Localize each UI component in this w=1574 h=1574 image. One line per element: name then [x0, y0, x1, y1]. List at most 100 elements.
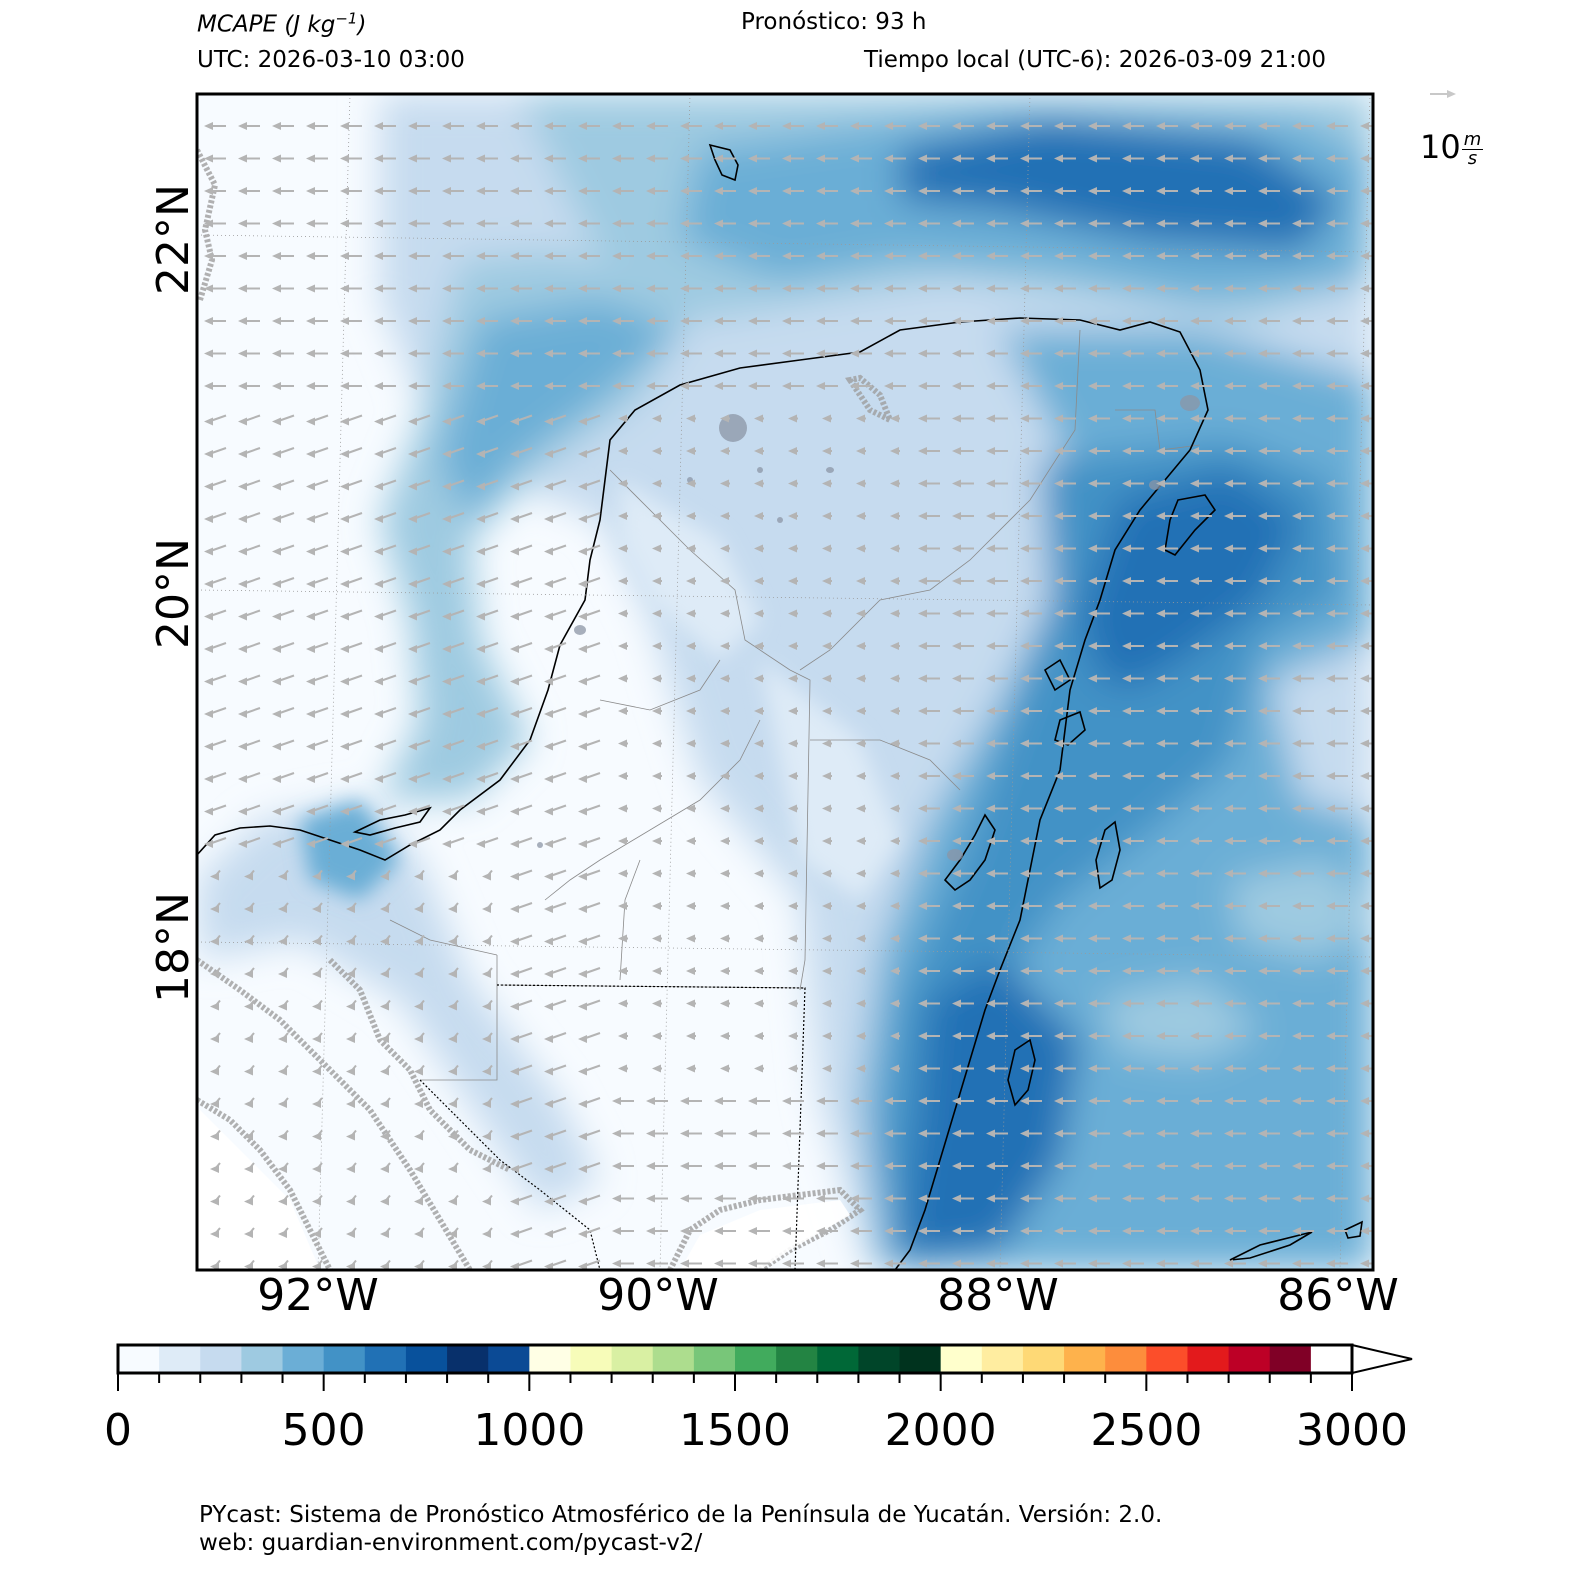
wind-arrow	[1292, 187, 1314, 195]
wind-arrow	[1088, 187, 1110, 195]
wind-arrow	[1190, 967, 1212, 975]
wind-arrow	[1156, 837, 1178, 845]
wind-arrow	[652, 479, 662, 488]
wind-arrow	[720, 902, 730, 910]
wind-arrow	[986, 1129, 1008, 1138]
wind-arrow	[306, 512, 329, 523]
wind-arrow	[782, 1259, 804, 1268]
wind-arrow	[720, 1032, 730, 1040]
wind-arrow	[1156, 284, 1178, 293]
wind-arrow	[850, 317, 872, 325]
wind-arrow	[720, 1064, 730, 1073]
wind-arrow	[788, 804, 798, 813]
wind-arrow	[1020, 804, 1042, 813]
wind-arrow	[408, 154, 430, 163]
wind-arrow	[1190, 1064, 1212, 1073]
wind-arrow	[1292, 447, 1314, 455]
wind-arrow	[618, 934, 628, 943]
wind-arrow	[652, 772, 662, 780]
wind-arrow	[1360, 1162, 1373, 1170]
wind-arrow	[408, 219, 430, 228]
wind-arrow	[952, 804, 974, 813]
wind-arrow	[652, 837, 662, 845]
wind-arrow	[442, 609, 465, 621]
wind-arrow	[720, 447, 730, 455]
wind-arrow	[782, 382, 804, 390]
wind-arrow	[544, 544, 567, 556]
wind-arrow	[312, 999, 323, 1011]
wind-arrow	[306, 577, 329, 588]
wind-arrow	[340, 187, 362, 195]
wind-arrow	[1224, 1162, 1246, 1170]
wind-arrow	[1020, 349, 1042, 358]
wind-arrow	[1122, 577, 1144, 585]
wind-arrow	[686, 999, 696, 1008]
wind-arrow	[1258, 317, 1280, 325]
wind-arrow	[1326, 479, 1348, 488]
wind-arrow	[788, 544, 798, 553]
wind-arrow	[1054, 837, 1076, 845]
wind-arrow	[1224, 772, 1246, 780]
wind-arrow	[850, 1259, 872, 1268]
wind-arrow	[952, 837, 974, 845]
wind-arrow	[380, 1032, 391, 1043]
wind-arrow	[1360, 609, 1373, 618]
wind-arrow	[1360, 1227, 1373, 1235]
wind-arrow	[618, 642, 628, 650]
wind-arrow	[822, 1032, 832, 1040]
wind-arrow	[680, 219, 702, 228]
wind-arrow	[680, 187, 702, 195]
wind-arrow	[544, 577, 567, 588]
colorbar-segment	[981, 1345, 1024, 1373]
wind-arrow	[1258, 804, 1280, 813]
wind-arrow	[1258, 252, 1280, 260]
wind-arrow	[646, 252, 668, 260]
wind-arrow	[1190, 609, 1212, 618]
wind-arrow	[204, 707, 227, 718]
wind-arrow	[306, 447, 329, 458]
wind-arrow	[1054, 1097, 1076, 1105]
wind-arrow	[986, 479, 1008, 488]
wind-arrow	[1190, 902, 1212, 910]
wind-arrow	[578, 382, 600, 390]
lat-label-20n: 20°N	[147, 538, 199, 649]
wind-arrow	[238, 122, 260, 130]
wind-arrow	[1360, 1064, 1373, 1073]
wind-arrow	[278, 967, 289, 978]
colorbar-tick-label: 1500	[679, 1405, 791, 1456]
wind-arrow	[1224, 739, 1246, 748]
wind-arrow	[476, 219, 498, 228]
colorbar-segment	[735, 1345, 777, 1373]
wind-arrow	[788, 869, 798, 878]
wind-arrow	[374, 544, 397, 556]
wind-arrow	[884, 252, 906, 260]
wind-arrow	[720, 609, 730, 618]
wind-arrow	[476, 122, 498, 130]
wind-arrow	[986, 577, 1008, 585]
wind-arrow	[346, 869, 357, 881]
wind-arrow	[510, 1259, 533, 1270]
wind-arrow	[782, 154, 804, 163]
wind-arrow	[720, 934, 730, 943]
wind-arrow	[238, 544, 261, 556]
wind-arrow	[1292, 934, 1314, 943]
wind-arrow	[1292, 902, 1314, 910]
wind-arrow	[856, 707, 866, 715]
wind-arrow	[1190, 999, 1212, 1008]
wind-arrow	[986, 154, 1008, 163]
wind-arrow	[816, 1194, 838, 1203]
wind-arrow	[272, 219, 294, 228]
wind-arrow	[714, 187, 736, 195]
wind-arrow	[754, 934, 764, 943]
wind-arrow	[788, 837, 798, 845]
wind-arrow	[782, 1097, 804, 1105]
wind-arrow	[1122, 414, 1144, 423]
wind-arrow	[1122, 512, 1144, 520]
wind-arrow	[482, 1194, 493, 1206]
wind-arrow	[1088, 902, 1110, 910]
wind-arrow	[856, 967, 866, 975]
wind-arrow	[1020, 707, 1042, 715]
wind-arrow	[890, 837, 900, 845]
wind-arrow	[1224, 577, 1246, 585]
